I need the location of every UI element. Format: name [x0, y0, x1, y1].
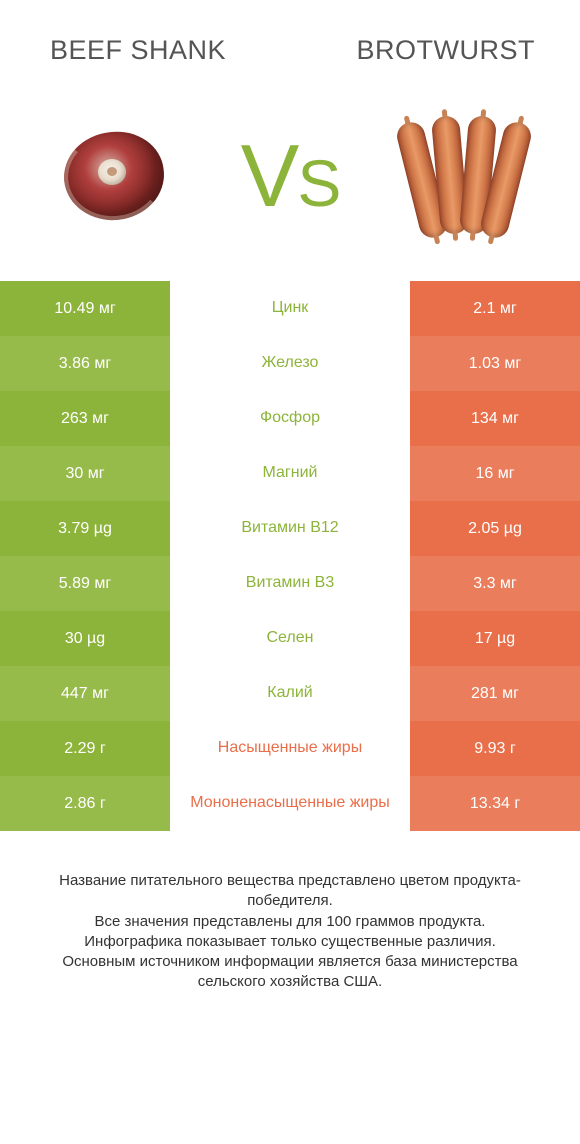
right-product-title: Brotwurst [357, 35, 535, 66]
left-value: 5.89 мг [0, 556, 170, 611]
left-value: 2.86 г [0, 776, 170, 831]
left-product-image [45, 106, 185, 246]
left-value: 30 µg [0, 611, 170, 666]
right-value: 281 мг [410, 666, 580, 721]
footer-line: Название питательного вещества представл… [30, 871, 550, 912]
left-value: 2.29 г [0, 721, 170, 776]
nutrient-table: 10.49 мгЦинк2.1 мг3.86 мгЖелезо1.03 мг26… [0, 281, 580, 831]
nutrient-label: Железо [170, 336, 410, 391]
left-value: 3.79 µg [0, 501, 170, 556]
footer-note: Название питательного вещества представл… [0, 831, 580, 993]
footer-line: Все значения представлены для 100 граммо… [30, 912, 550, 932]
left-value: 30 мг [0, 446, 170, 501]
table-row: 2.86 гМононенасыщенные жиры13.34 г [0, 776, 580, 831]
left-value: 447 мг [0, 666, 170, 721]
table-row: 5.89 мгВитамин B33.3 мг [0, 556, 580, 611]
right-value: 2.1 мг [410, 281, 580, 336]
table-row: 3.86 мгЖелезо1.03 мг [0, 336, 580, 391]
left-value: 3.86 мг [0, 336, 170, 391]
right-value: 17 µg [410, 611, 580, 666]
footer-line: Основным источником информации является … [30, 952, 550, 993]
nutrient-label: Селен [170, 611, 410, 666]
left-value: 10.49 мг [0, 281, 170, 336]
right-value: 13.34 г [410, 776, 580, 831]
table-row: 3.79 µgВитамин B122.05 µg [0, 501, 580, 556]
left-product-title: Beef shank [50, 35, 226, 66]
table-row: 30 мгМагний16 мг [0, 446, 580, 501]
nutrient-label: Мононенасыщенные жиры [170, 776, 410, 831]
table-row: 30 µgСелен17 µg [0, 611, 580, 666]
vs-label: VS [241, 125, 340, 227]
right-value: 1.03 мг [410, 336, 580, 391]
nutrient-label: Фосфор [170, 391, 410, 446]
nutrient-label: Витамин B3 [170, 556, 410, 611]
nutrient-label: Цинк [170, 281, 410, 336]
table-row: 263 мгФосфор134 мг [0, 391, 580, 446]
table-row: 2.29 гНасыщенные жиры9.93 г [0, 721, 580, 776]
right-value: 2.05 µg [410, 501, 580, 556]
nutrient-label: Витамин B12 [170, 501, 410, 556]
left-value: 263 мг [0, 391, 170, 446]
right-value: 3.3 мг [410, 556, 580, 611]
table-row: 10.49 мгЦинк2.1 мг [0, 281, 580, 336]
right-value: 9.93 г [410, 721, 580, 776]
table-row: 447 мгКалий281 мг [0, 666, 580, 721]
nutrient-label: Калий [170, 666, 410, 721]
right-value: 134 мг [410, 391, 580, 446]
right-value: 16 мг [410, 446, 580, 501]
footer-line: Инфографика показывает только существенн… [30, 932, 550, 952]
right-product-image [395, 106, 535, 246]
nutrient-label: Насыщенные жиры [170, 721, 410, 776]
nutrient-label: Магний [170, 446, 410, 501]
